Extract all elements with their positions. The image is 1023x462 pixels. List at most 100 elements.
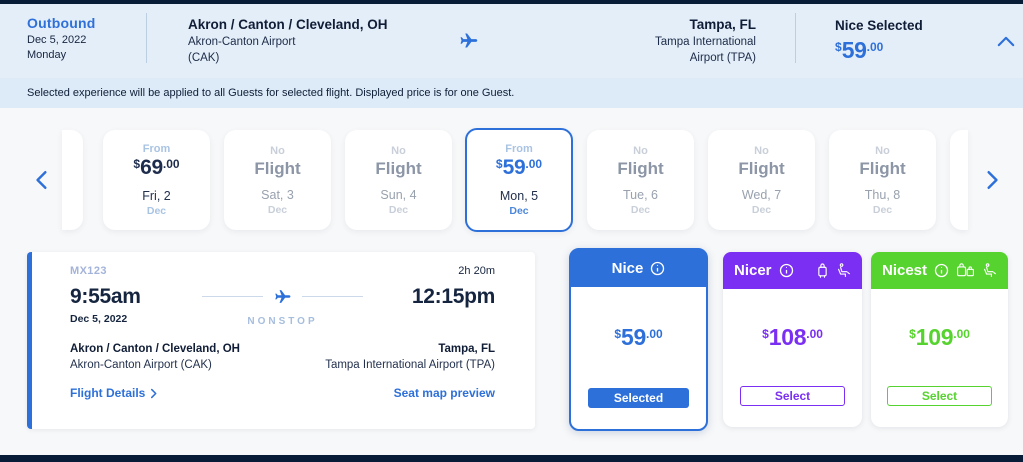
flight-label: Flight xyxy=(375,158,422,178)
date-card-sat-3: No Flight Sat, 3 Dec xyxy=(224,130,331,230)
date-card-sun-4: No Flight Sun, 4 Dec xyxy=(345,130,452,230)
flight-destination-airport: Tampa International Airport (TPA) xyxy=(325,359,495,371)
direction-label: Outbound xyxy=(27,15,96,31)
flight-origin-city: Akron / Canton / Cleveland, OH xyxy=(70,343,240,355)
info-icon[interactable] xyxy=(934,263,949,278)
fare-header-nice: Nice xyxy=(571,250,706,287)
no-label: No xyxy=(391,144,406,157)
seat-icon xyxy=(981,262,997,279)
origin-airport-line2: (CAK) xyxy=(188,52,220,64)
date-card-tue-6: No Flight Tue, 6 Dec xyxy=(587,130,694,230)
info-icon[interactable] xyxy=(650,261,665,276)
date-card-day: Sun, 4 xyxy=(380,187,417,202)
plane-icon xyxy=(273,287,292,306)
no-label: No xyxy=(875,144,890,157)
nicer-select-button[interactable]: Select xyxy=(740,386,845,406)
fare-card-nicer: Nicer $108.00 Select xyxy=(723,252,862,427)
header-day: Monday xyxy=(27,49,67,61)
date-card-month: Dec xyxy=(267,203,288,216)
date-card-day: Sat, 3 xyxy=(261,187,294,202)
date-card-price: $69.00 xyxy=(133,156,180,179)
date-card-day: Tue, 6 xyxy=(623,187,658,202)
from-label: From xyxy=(142,143,171,155)
no-label: No xyxy=(633,144,648,157)
bottom-navy-strip xyxy=(0,455,1023,462)
chevron-left-icon xyxy=(34,170,58,190)
destination-block: Tampa, FL Tampa International Airport (T… xyxy=(560,17,756,64)
partial-date-card-left xyxy=(62,130,83,230)
fare-header-nicest: Nicest xyxy=(871,252,1008,289)
checked-and-carry-on-bags-icon xyxy=(956,262,975,279)
date-card-day: Wed, 7 xyxy=(741,187,782,202)
date-card-month: Dec xyxy=(872,203,893,216)
destination-airport-line2: Airport (TPA) xyxy=(689,52,756,64)
nice-selected-button[interactable]: Selected xyxy=(588,388,689,408)
fare-price-nicest: $109.00 xyxy=(909,324,970,350)
origin-airport-line1: Akron-Canton Airport xyxy=(188,36,296,48)
fare-card-nicest: Nicest $109.00 Select xyxy=(871,252,1008,427)
departure-date: Dec 5, 2022 xyxy=(70,313,128,325)
selection-label: Nice Selected xyxy=(835,18,923,33)
no-label: No xyxy=(270,144,285,157)
chevron-up-icon[interactable] xyxy=(997,36,1015,47)
date-card-day: Mon, 5 xyxy=(499,189,539,203)
fare-card-nice: Nice $59.00 Selected xyxy=(569,248,708,431)
date-card-fri-2[interactable]: From $69.00 Fri, 2 Dec xyxy=(103,130,210,230)
date-card-wed-7: No Flight Wed, 7 Dec xyxy=(708,130,815,230)
destination-airport-line1: Tampa International xyxy=(654,36,756,48)
flight-destination-city: Tampa, FL xyxy=(438,343,495,355)
header-date: Dec 5, 2022 xyxy=(27,34,87,46)
carry-on-bag-icon xyxy=(816,262,829,279)
flight-details-link[interactable]: Flight Details xyxy=(70,386,157,400)
plane-icon xyxy=(458,30,479,51)
carousel-prev-button[interactable] xyxy=(34,168,58,192)
path-line-right xyxy=(302,296,363,297)
carousel-next-button[interactable] xyxy=(984,168,1008,192)
flight-origin-airport: Akron-Canton Airport (CAK) xyxy=(70,359,212,371)
flight-path: NONSTOP xyxy=(188,287,377,327)
flight-duration: 2h 20m xyxy=(458,265,495,277)
date-card-month: Dec xyxy=(630,203,651,216)
date-card-month: Dec xyxy=(509,205,529,217)
seat-map-preview-link[interactable]: Seat map preview xyxy=(393,386,495,400)
date-card-mon-5-selected[interactable]: From $59.00 Mon, 5 Dec xyxy=(465,128,573,232)
arrival-time: 12:15pm xyxy=(411,285,495,308)
date-card-month: Dec xyxy=(751,203,772,216)
date-card-month: Dec xyxy=(146,205,167,217)
destination-city: Tampa, FL xyxy=(689,17,756,32)
fare-amenity-icons xyxy=(816,262,851,279)
flight-destination-block: Tampa, FL Tampa International Airport (T… xyxy=(325,343,495,371)
date-card-day: Fri, 2 xyxy=(142,189,171,203)
info-icon[interactable] xyxy=(779,263,794,278)
header-divider xyxy=(146,13,147,63)
date-card-price: $59.00 xyxy=(495,156,543,179)
flight-label: Flight xyxy=(254,158,301,178)
trip-summary-header: Outbound Dec 5, 2022 Monday Akron / Cant… xyxy=(0,4,1023,78)
path-line-left xyxy=(202,296,263,297)
fare-header-nicer: Nicer xyxy=(723,252,862,289)
flight-number: MX123 xyxy=(70,265,107,277)
nicest-select-button[interactable]: Select xyxy=(887,386,992,406)
flight-origin-block: Akron / Canton / Cleveland, OH Akron-Can… xyxy=(70,343,240,371)
fare-price-nicer: $108.00 xyxy=(762,324,823,350)
origin-block: Akron / Canton / Cleveland, OH Akron-Can… xyxy=(188,17,388,64)
fare-name: Nice xyxy=(611,260,644,277)
from-label: From xyxy=(505,143,533,155)
chevron-right-icon xyxy=(150,388,157,399)
departure-block: 9:55am Dec 5, 2022 xyxy=(70,285,188,325)
fare-price-nice: $59.00 xyxy=(614,324,663,350)
flight-card: MX123 2h 20m 9:55am Dec 5, 2022 NONSTOP … xyxy=(27,252,535,429)
chevron-right-icon xyxy=(984,170,1008,190)
fare-amenity-icons xyxy=(956,262,997,279)
flight-label: Flight xyxy=(738,158,785,178)
guest-notice-text: Selected experience will be applied to a… xyxy=(27,87,515,99)
fare-name: Nicer xyxy=(734,262,772,279)
date-card-month: Dec xyxy=(388,203,409,216)
selection-summary: Nice Selected $59.00 xyxy=(835,18,923,64)
departure-time: 9:55am xyxy=(70,285,141,308)
origin-city: Akron / Canton / Cleveland, OH xyxy=(188,17,388,32)
flight-label: Flight xyxy=(617,158,664,178)
fare-name: Nicest xyxy=(882,262,928,279)
no-label: No xyxy=(754,144,769,157)
